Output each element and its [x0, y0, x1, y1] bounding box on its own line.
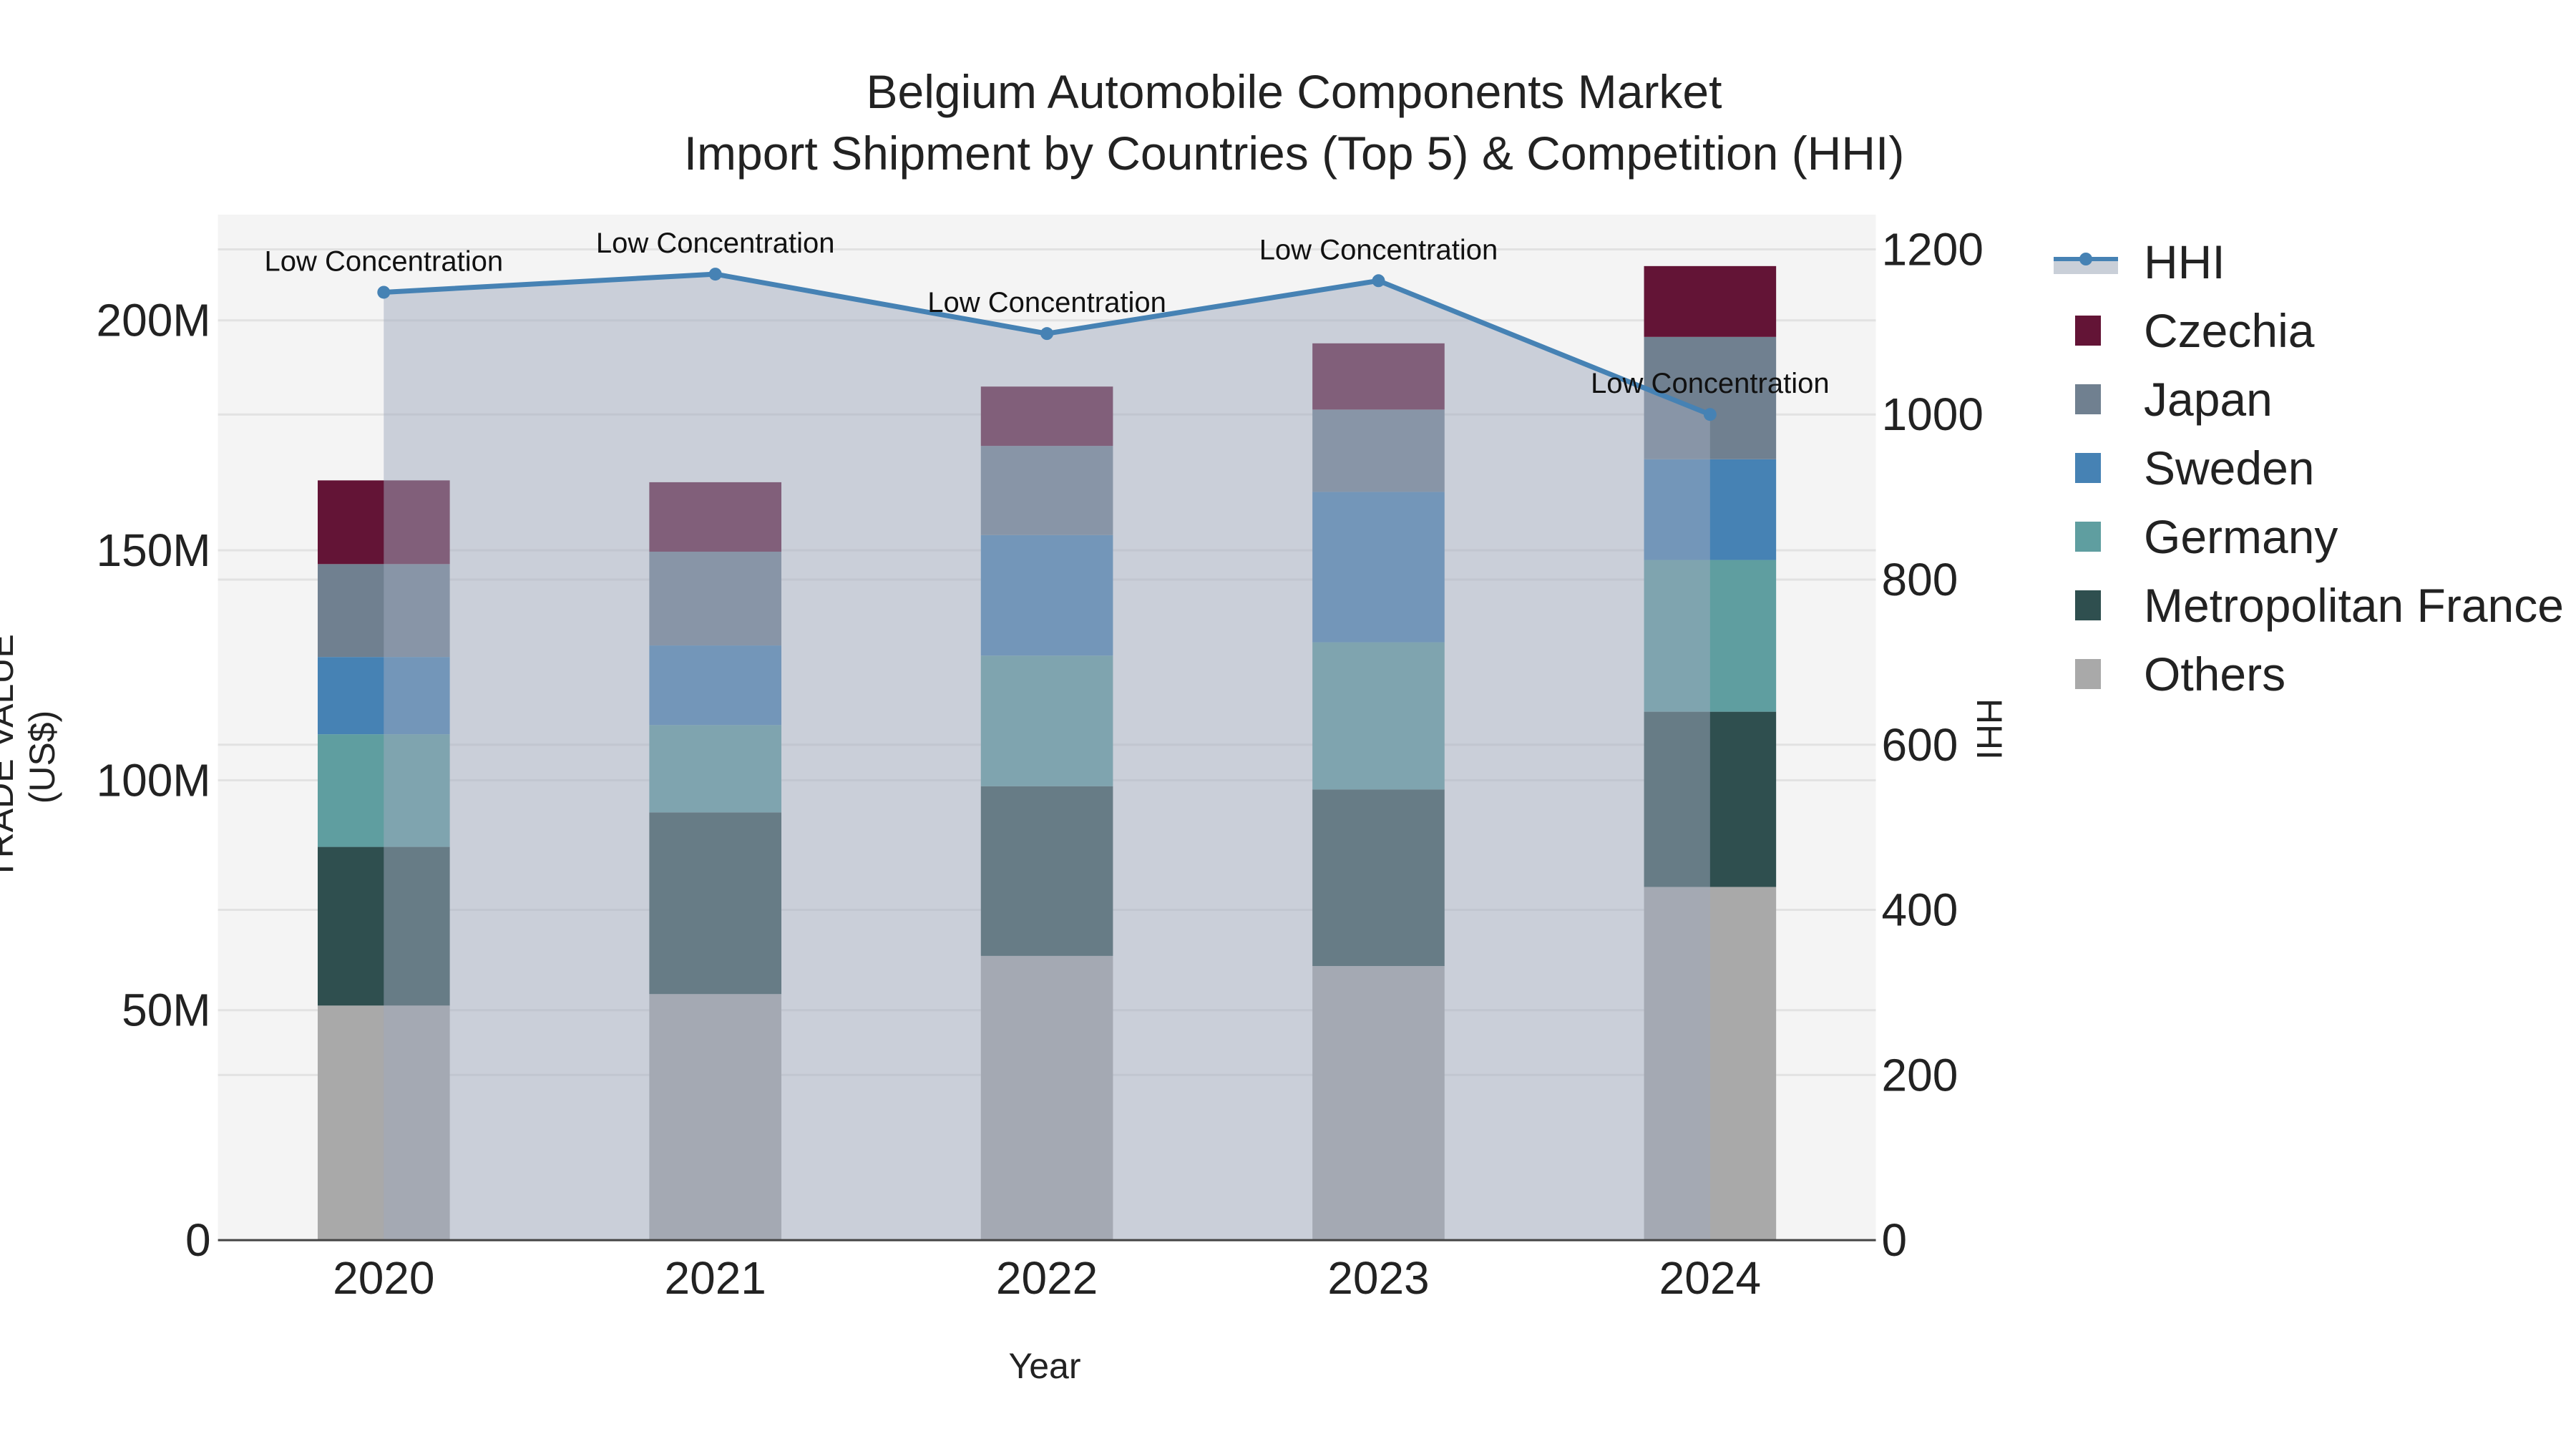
hhi-annotation: Low Concentration [1259, 234, 1498, 265]
legend-label: Czechia [2144, 304, 2315, 357]
hhi-point[interactable] [1703, 408, 1717, 421]
legend-label: Metropolitan France [2144, 579, 2564, 632]
y-left-tick: 150M [97, 525, 211, 576]
legend-label: Sweden [2144, 441, 2315, 494]
hhi-point[interactable] [377, 286, 391, 299]
y-right-tick: 1200 [1882, 223, 1984, 275]
hhi-point[interactable] [1372, 274, 1385, 288]
y-left-axis-title: TRADE VALUE (US$) [0, 634, 62, 880]
legend-item-hhi[interactable]: HHI [2054, 228, 2564, 296]
x-axis-title: Year [1008, 1346, 1081, 1386]
legend-label: Germany [2144, 510, 2338, 563]
y-right-tick: 1000 [1882, 389, 1984, 440]
chart-title-line1: Belgium Automobile Components Market [866, 65, 1722, 118]
legend: HHI Czechia Japan Sweden Germany Metropo… [2054, 228, 2564, 708]
y-right-tick: 400 [1882, 884, 1958, 936]
y-right-tick: 800 [1882, 554, 1958, 605]
legend-item-czechia[interactable]: Czechia [2054, 296, 2564, 365]
color-swatch-icon [2075, 522, 2101, 552]
hhi-area [384, 274, 1710, 1241]
x-tick: 2023 [1327, 1252, 1429, 1304]
legend-item-sweden[interactable]: Sweden [2054, 434, 2564, 502]
y-right-axis-title: HHI [1969, 698, 2009, 761]
legend-item-germany[interactable]: Germany [2054, 502, 2564, 571]
color-swatch-icon [2075, 316, 2101, 346]
x-tick: 2021 [665, 1252, 766, 1304]
hhi-annotation: Low Concentration [265, 245, 504, 277]
color-swatch-icon [2075, 384, 2101, 414]
hhi-point[interactable] [1040, 327, 1054, 341]
y-right-tick: 200 [1882, 1049, 1958, 1101]
legend-item-metropolitan-france[interactable]: Metropolitan France [2054, 571, 2564, 640]
x-tick: 2024 [1659, 1252, 1761, 1304]
x-tick: 2022 [996, 1252, 1098, 1304]
chart-title-line2: Import Shipment by Countries (Top 5) & C… [683, 127, 1905, 180]
y-left-tick: 0 [185, 1214, 211, 1266]
hhi-point[interactable] [708, 268, 722, 281]
legend-label: Japan [2144, 373, 2273, 426]
legend-label: HHI [2144, 235, 2225, 288]
legend-label: Others [2144, 648, 2286, 701]
y-left-tick: 50M [122, 985, 211, 1036]
y-left-tick: 200M [97, 295, 211, 346]
legend-item-others[interactable]: Others [2054, 640, 2564, 708]
legend-item-japan[interactable]: Japan [2054, 365, 2564, 434]
color-swatch-icon [2075, 659, 2101, 689]
line-marker-icon [2054, 247, 2118, 277]
y-right-tick: 600 [1882, 719, 1958, 771]
color-swatch-icon [2075, 590, 2101, 620]
hhi-annotation: Low Concentration [1591, 368, 1830, 399]
bar-segment[interactable] [1644, 265, 1777, 337]
hhi-annotation: Low Concentration [927, 287, 1166, 318]
y-right-tick: 0 [1882, 1214, 1908, 1266]
y-left-tick: 100M [97, 754, 211, 806]
x-tick: 2020 [333, 1252, 434, 1304]
hhi-annotation: Low Concentration [596, 228, 835, 259]
color-swatch-icon [2075, 453, 2101, 483]
